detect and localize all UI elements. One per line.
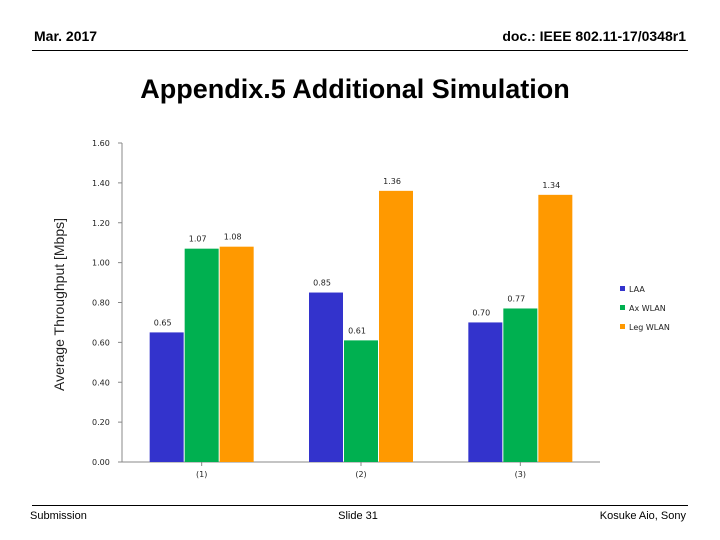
data-label: 0.85 [313,279,331,288]
footer-author: Kosuke Aio, Sony [599,510,686,522]
bar-ax-wlan [503,308,538,462]
bar-laa [468,322,503,462]
y-tick-label: 1.40 [92,179,110,188]
legend-swatch [620,324,625,329]
bar-ax-wlan [184,248,219,462]
data-label: 0.65 [154,318,172,327]
y-tick-label: 1.60 [92,139,110,148]
y-axis-title: Average Throughput [Mbps] [51,218,67,391]
bar-leg-wlan [379,190,413,462]
bar-laa [149,332,184,462]
header-divider [32,50,688,51]
bar-leg-wlan [219,246,254,462]
x-tick-label: (1) [196,470,207,479]
footer-submission: Submission [30,510,87,522]
bar-leg-wlan [538,194,573,462]
x-tick-label: (3) [515,470,526,479]
header-date: Mar. 2017 [34,28,98,44]
data-label: 0.61 [348,326,366,335]
header-doc-id: doc.: IEEE 802.11-17/0348r1 [502,28,686,44]
legend-swatch [620,286,625,291]
y-tick-label: 1.20 [92,219,110,228]
data-label: 0.77 [507,294,525,303]
data-label: 1.36 [383,177,401,186]
bar-ax-wlan [344,340,378,462]
legend-label: Ax WLAN [629,304,666,313]
y-tick-label: 0.20 [92,418,110,427]
y-tick-label: 0.40 [92,378,110,387]
x-tick-label: (2) [355,470,366,479]
data-label: 1.34 [542,181,560,190]
footer-divider [32,505,688,506]
footer-slide-number: Slide 31 [338,510,378,522]
y-tick-label: 1.00 [92,259,110,268]
bar-laa [309,292,343,462]
y-tick-label: 0.00 [92,458,110,467]
y-tick-label: 0.60 [92,338,110,347]
legend-label: LAA [629,285,645,294]
data-label: 1.08 [224,233,242,242]
y-tick-label: 0.80 [92,299,110,308]
legend-swatch [620,305,625,310]
data-label: 1.07 [189,235,207,244]
legend-label: Leg WLAN [629,323,670,332]
data-label: 0.70 [472,308,490,317]
slide-title: Appendix.5 Additional Simulation [140,74,570,104]
